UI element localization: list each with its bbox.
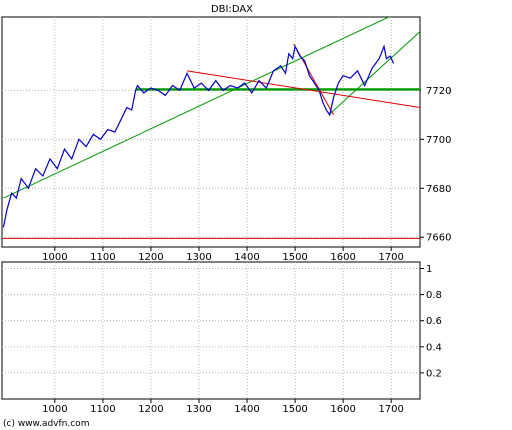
indicator-x-tick-label: 1400 — [234, 404, 259, 415]
indicator-x-axis: 1000 1100 1200 1300 1400 1500 1600 1700 — [42, 399, 404, 415]
price-x-tick-label: 1200 — [138, 252, 163, 263]
support-line-2 — [328, 31, 420, 116]
price-tag-box — [421, 84, 449, 97]
price-x-axis: 1000 1100 1200 1300 1400 1500 1600 1700 — [42, 247, 404, 263]
price-y-tick-label: 7660 — [426, 233, 451, 244]
indicator-x-tick-label: 1600 — [330, 404, 355, 415]
price-y-tick-label: 7680 — [426, 184, 451, 195]
price-x-tick-label: 1300 — [186, 252, 211, 263]
price-x-tick-label: 1000 — [42, 252, 67, 263]
indicator-y-tick-label: 0.8 — [426, 290, 442, 301]
copyright-text: (c) www.advfn.com — [3, 419, 89, 429]
indicator-x-tick-label: 1500 — [282, 404, 307, 415]
price-x-tick-label: 1700 — [378, 252, 403, 263]
indicator-x-tick-label: 1000 — [42, 404, 67, 415]
indicator-x-tick-label: 1700 — [378, 404, 403, 415]
indicator-y-axis: 0.2 0.4 0.6 0.8 1 — [420, 264, 442, 379]
price-x-tick-label: 1500 — [282, 252, 307, 263]
indicator-y-tick-label: 0.6 — [426, 316, 442, 327]
indicator-x-tick-label: 1200 — [138, 404, 163, 415]
price-y-axis: 76607680770077207720 — [420, 84, 451, 244]
price-x-tick-label: 1600 — [330, 252, 355, 263]
indicator-y-tick-label: 0.4 — [426, 342, 442, 353]
indicator-y-tick-label: 1 — [426, 264, 432, 275]
price-x-tick-label: 1100 — [90, 252, 115, 263]
indicator-y-tick-label: 0.2 — [426, 368, 442, 379]
support-line-1 — [3, 17, 390, 199]
price-tag-label: 7720 — [426, 86, 451, 97]
indicator-x-tick-label: 1100 — [90, 404, 115, 415]
price-panel-frame — [1, 16, 421, 248]
price-series-line — [2, 44, 395, 228]
indicator-panel-frame — [1, 261, 421, 400]
resistance-line-3 — [186, 70, 420, 109]
chart-title: DBI:DAX — [211, 4, 253, 15]
indicator-panel: 0.2 0.4 0.6 0.8 1 1000 1100 1200 1300 1400 1500 16… — [1, 261, 442, 415]
indicator-x-tick-label: 1300 — [186, 404, 211, 415]
price-x-tick-label: 1400 — [234, 252, 259, 263]
price-panel: 76607680770077207720 1000110012001300140… — [1, 4, 451, 263]
indicator-gridlines — [2, 262, 420, 399]
price-y-tick-label: 7700 — [426, 135, 451, 146]
